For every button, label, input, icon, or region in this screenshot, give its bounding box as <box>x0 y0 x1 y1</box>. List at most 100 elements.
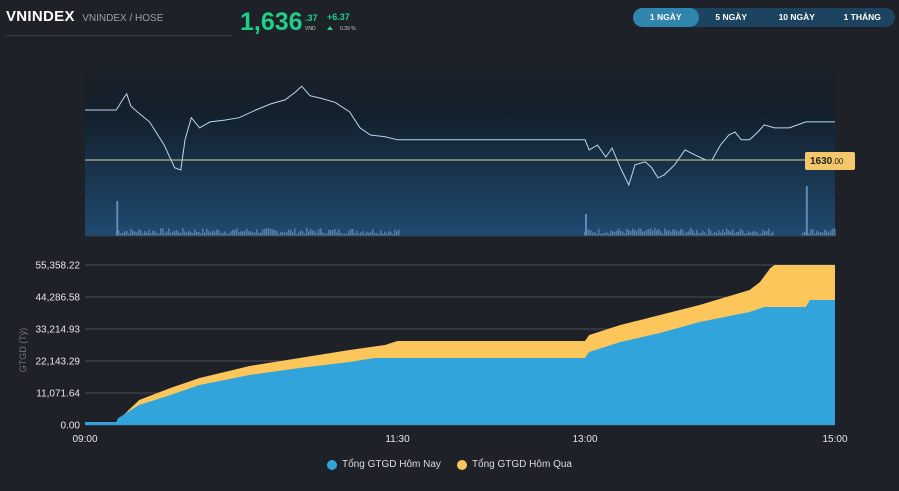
volume-bar <box>254 232 256 236</box>
volume-bar <box>304 233 306 236</box>
volume-bar <box>592 232 594 236</box>
volume-bar <box>624 233 626 236</box>
volume-bar <box>160 228 162 236</box>
volume-bar <box>600 233 602 236</box>
volume-bar <box>740 228 742 236</box>
volume-bar <box>724 232 726 236</box>
volume-bar <box>232 229 234 236</box>
volume-bar <box>756 232 758 236</box>
volume-bar <box>764 231 766 236</box>
volume-bar <box>692 230 694 236</box>
volume-bar <box>354 233 356 236</box>
reference-price-label: 1630.00 <box>810 156 844 167</box>
price-chart[interactable]: 1630.00 <box>0 0 899 245</box>
volume-bar <box>376 233 378 236</box>
volume-bar <box>696 229 698 236</box>
volume-bar <box>346 233 348 236</box>
volume-bar <box>828 232 830 236</box>
volume-bar <box>640 228 642 236</box>
volume-bar <box>662 233 664 236</box>
volume-bar <box>694 233 696 236</box>
volume-bar <box>128 233 130 236</box>
volume-bar <box>238 232 240 236</box>
volume-bar <box>268 228 270 236</box>
volume-bar <box>374 233 376 236</box>
volume-bar <box>746 233 748 236</box>
volume-bar <box>350 229 352 236</box>
period-tabs: 1 NGÀY 5 NGÀY 10 NGÀY 1 THÁNG <box>633 8 895 27</box>
volume-bar <box>174 230 176 236</box>
volume-bar <box>616 230 618 236</box>
tab-1-month[interactable]: 1 THÁNG <box>843 12 881 22</box>
volume-bar <box>762 229 764 236</box>
volume-bar <box>248 231 250 236</box>
volume-bar <box>398 229 400 236</box>
volume-bar <box>302 231 304 236</box>
volume-bar <box>328 229 330 236</box>
volume-bar <box>826 231 828 236</box>
volume-bar <box>206 228 208 236</box>
legend-item-yesterday[interactable]: Tổng GTGD Hôm Qua <box>456 459 572 470</box>
tab-10-days[interactable]: 10 NGÀY <box>778 12 815 22</box>
volume-bar <box>282 231 284 236</box>
volume-bar <box>140 230 142 236</box>
volume-bar <box>708 228 710 236</box>
volume-bar <box>166 231 168 236</box>
volume-bar <box>290 229 292 236</box>
volume-bar <box>370 232 372 236</box>
volume-bar <box>264 228 266 236</box>
volume-bar <box>156 232 158 236</box>
volume-bar <box>146 232 148 236</box>
volume-bar <box>754 230 756 236</box>
volume-bar <box>132 230 134 236</box>
volume-bar <box>660 231 662 236</box>
volume-bar <box>314 231 316 236</box>
volume-bar <box>642 231 644 236</box>
volume-bar <box>340 232 342 236</box>
volume-bar <box>240 231 242 236</box>
volume-bar <box>814 233 816 236</box>
legend: Tổng GTGD Hôm Nay Tổng GTGD Hôm Qua <box>0 459 899 470</box>
volume-bar <box>650 228 652 236</box>
tab-1-day[interactable]: 1 NGÀY <box>633 8 699 27</box>
volume-bar <box>356 231 358 236</box>
legend-item-today[interactable]: Tổng GTGD Hôm Nay <box>327 459 441 470</box>
volume-bar <box>614 231 616 236</box>
y-tick-label: 44,286.58 <box>36 293 81 304</box>
volume-bar <box>656 230 658 236</box>
volume-bar <box>816 230 818 236</box>
y-tick-label: 22,143.29 <box>36 357 81 368</box>
volume-bar <box>722 229 724 236</box>
volume-bar <box>666 230 668 236</box>
volume-bar <box>808 233 810 236</box>
volume-bar <box>718 230 720 236</box>
volume-bar <box>588 229 590 236</box>
volume-bar <box>130 228 132 236</box>
volume-bar <box>322 232 324 236</box>
volume-bar <box>606 232 608 236</box>
turnover-chart[interactable]: 0.00 11,071.64 22,143.29 33,214.93 44,286.58… <box>0 250 899 450</box>
volume-bar <box>312 230 314 236</box>
volume-bar <box>190 232 192 236</box>
tab-5-days[interactable]: 5 NGÀY <box>715 12 748 22</box>
volume-bar <box>118 230 120 236</box>
symbol-subtitle: VNINDEX / HOSE <box>82 13 164 24</box>
volume-bar <box>818 232 820 236</box>
volume-bar <box>770 233 772 236</box>
volume-bar <box>730 231 732 236</box>
reference-price-badge <box>805 152 855 170</box>
volume-bar <box>246 228 248 236</box>
volume-bar <box>766 230 768 236</box>
volume-bar <box>326 233 328 236</box>
volume-bar <box>324 233 326 236</box>
volume-bar <box>634 229 636 236</box>
volume-bar <box>768 228 770 236</box>
volume-bar <box>820 231 822 236</box>
volume-bar <box>300 230 302 236</box>
volume-bar <box>360 232 362 236</box>
volume-bar <box>278 233 280 236</box>
volume-bar <box>612 231 614 236</box>
symbol-header: VNINDEX VNINDEX / HOSE <box>6 8 232 36</box>
volume-bar <box>332 230 334 236</box>
volume-bar <box>752 231 754 236</box>
